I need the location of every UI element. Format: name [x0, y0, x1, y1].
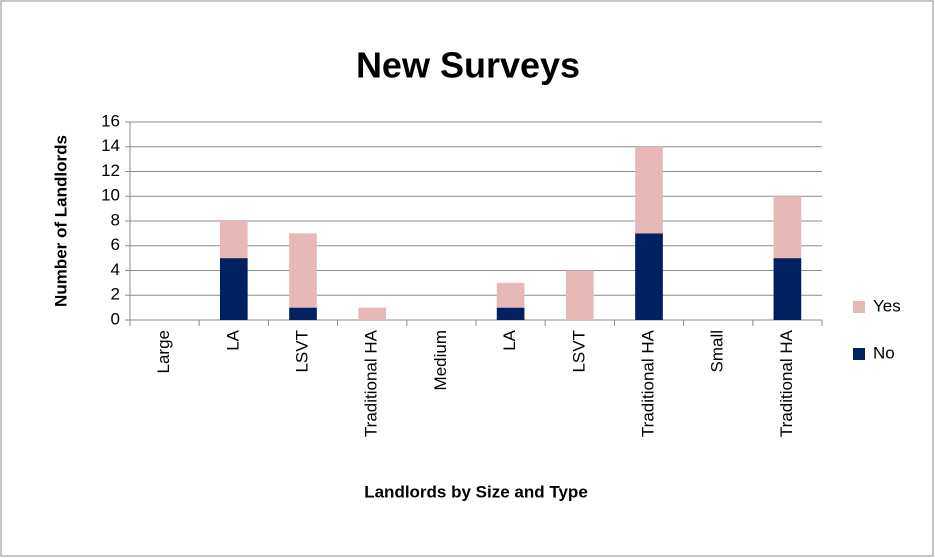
y-tick-label: 16: [101, 111, 120, 130]
bar-segment: [496, 282, 525, 308]
bar-segment: [496, 307, 525, 320]
x-tick-label: Traditional HA: [777, 329, 796, 437]
y-tick-label: 6: [111, 235, 120, 254]
x-tick-label: Medium: [431, 330, 450, 390]
bar-segment: [289, 233, 317, 308]
bar-segment: [773, 258, 802, 320]
legend-swatch: [853, 348, 865, 360]
bar-segment: [219, 221, 248, 259]
y-axis-title: Number of Landlords: [51, 135, 70, 307]
y-tick-label: 2: [111, 285, 120, 304]
legend-label: Yes: [873, 296, 901, 315]
bar-segment: [289, 307, 317, 320]
x-tick-label: LSVT: [292, 330, 311, 373]
x-tick-label: Small: [708, 330, 727, 373]
bar-segment: [635, 233, 663, 320]
legend-label: No: [873, 343, 895, 362]
y-tick-label: 10: [101, 186, 120, 205]
bar-segment: [358, 307, 387, 320]
bar-segment: [565, 270, 594, 320]
x-tick-label: Large: [154, 330, 173, 373]
x-axis-title: Landlords by Size and Type: [364, 482, 588, 501]
bar-segment: [773, 196, 802, 259]
x-tick-label: LA: [223, 329, 242, 350]
y-tick-label: 4: [111, 260, 120, 279]
legend-swatch: [853, 301, 865, 313]
x-tick-label: LSVT: [569, 330, 588, 373]
x-tick-label: Traditional HA: [362, 329, 381, 437]
chart-title: New Surveys: [356, 45, 580, 86]
bar-segment: [635, 146, 663, 234]
y-tick-label: 0: [111, 309, 120, 328]
x-tick-label: LA: [500, 329, 519, 350]
x-tick-label: Traditional HA: [638, 329, 657, 437]
y-tick-label: 12: [101, 161, 120, 180]
y-tick-label: 8: [111, 210, 120, 229]
y-tick-label: 14: [101, 136, 120, 155]
bar-segment: [219, 258, 248, 320]
